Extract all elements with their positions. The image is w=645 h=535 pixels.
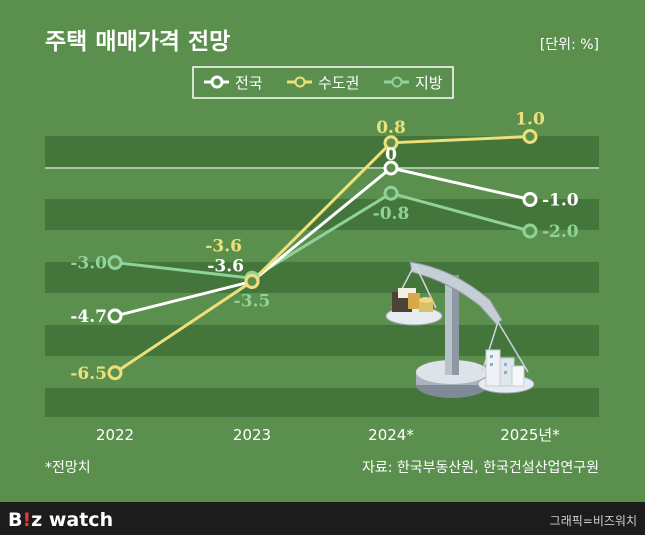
legend-item-capital: 수도권 (287, 74, 359, 92)
data-point-regional-3 (522, 223, 538, 239)
legend-label-national: 전국 (235, 74, 263, 92)
data-point-national-0 (107, 308, 123, 324)
data-label-regional-0: -3.0 (70, 254, 107, 274)
chart-title: 주택 매매가격 전망 (45, 29, 230, 55)
series-line-capital (114, 135, 531, 374)
legend: 전국 수도권 지방 (192, 66, 454, 99)
data-point-capital-2 (383, 135, 399, 151)
scale-right-pan (477, 321, 535, 394)
data-label-capital-0: -6.5 (70, 364, 107, 384)
legend-label-capital: 수도권 (318, 74, 359, 92)
data-label-capital-1: -3.6 (205, 236, 242, 256)
x-tick-2023: 2023 (233, 426, 271, 444)
unit-label: [단위: %] (540, 37, 599, 53)
data-label-national-2: 0 (385, 145, 397, 165)
legend-item-regional: 지방 (384, 74, 443, 92)
data-label-national-0: -4.7 (70, 307, 107, 327)
data-point-capital-3 (522, 129, 538, 144)
data-point-regional-0 (107, 255, 123, 270)
scale-illustration (385, 261, 535, 398)
data-point-national-2 (383, 160, 399, 176)
x-tick-2024: 2024* (368, 426, 414, 444)
scale-beam (409, 261, 503, 325)
data-point-capital-0 (107, 365, 123, 381)
data-label-regional-2: -0.8 (373, 204, 410, 224)
legend-item-national: 전국 (204, 74, 263, 92)
data-label-regional-3: -2.0 (542, 222, 579, 242)
brand-logo: B!z watch (8, 509, 113, 531)
data-point-capital-1 (244, 273, 260, 289)
data-label-national-3: -1.0 (542, 191, 579, 211)
x-tick-2022: 2022 (96, 426, 134, 444)
data-label-national-1: -3.6 (207, 256, 244, 276)
series-line-regional (114, 191, 531, 280)
background-bands (45, 136, 599, 417)
data-label-capital-2: 0.8 (376, 118, 406, 138)
series-line-national (114, 166, 531, 318)
data-label-capital-3: 1.0 (515, 110, 545, 130)
footer-bar (0, 502, 645, 535)
data-labels-layer: -3.0 -3.5 -0.8 -2.0 -4.7 -3.6 0 -1.0 -6.5 -3.6 0.8… (70, 110, 578, 384)
data-label-regional-1: -3.5 (234, 291, 271, 311)
footnote: *전망치 (45, 460, 91, 476)
legend-label-regional: 지방 (415, 74, 443, 92)
x-axis: 2022 2023 2024* 2025년* (96, 426, 560, 444)
graphic-credit: 그래픽=비즈워치 (550, 514, 637, 528)
source-label: 자료: 한국부동산원, 한국건설산업연구원 (362, 460, 599, 476)
x-tick-2025: 2025년* (500, 426, 560, 444)
data-point-national-3 (522, 192, 538, 207)
data-point-regional-2 (383, 185, 399, 201)
series-layer (107, 129, 538, 381)
legend-box (192, 66, 454, 99)
scale-base (416, 275, 488, 398)
scale-left-pan (385, 263, 443, 326)
